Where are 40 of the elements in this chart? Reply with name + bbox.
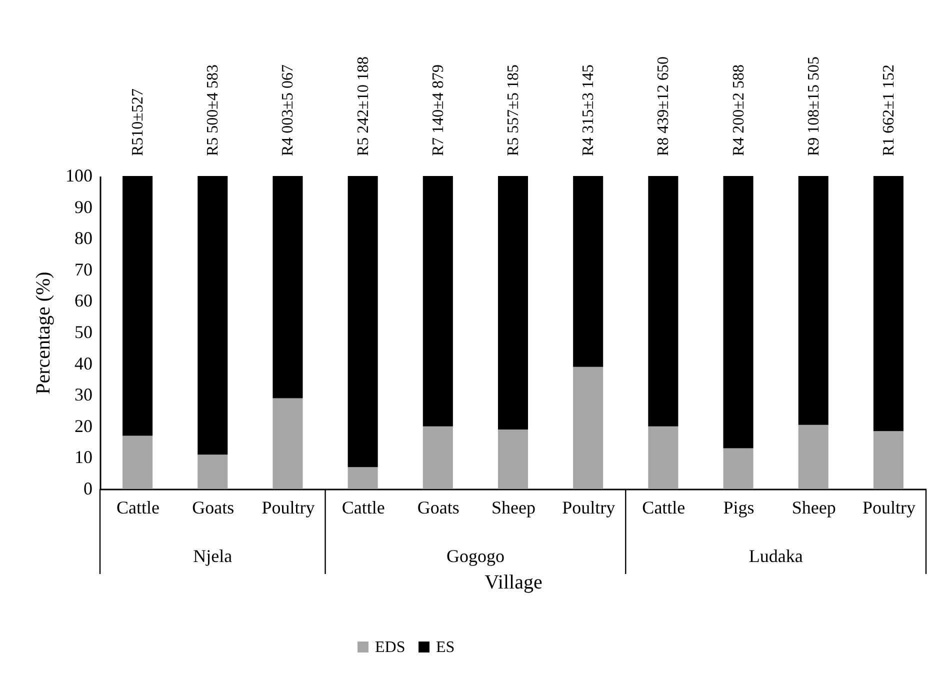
- x-tick-label: Sheep: [792, 498, 836, 518]
- text: R1 662±1 152: [880, 64, 898, 156]
- y-tick-label: 90: [74, 196, 92, 217]
- y-tick-label: 50: [74, 322, 92, 342]
- text: R9 108±15 505: [805, 56, 822, 156]
- y-tick-label: 20: [74, 416, 92, 436]
- x-tick-label: Poultry: [862, 498, 916, 518]
- y-tick-label: 70: [74, 259, 92, 280]
- text: R4 200±2 588: [730, 64, 748, 156]
- y-tick-label: 80: [74, 228, 92, 248]
- text: R5 242±10 188: [354, 56, 372, 156]
- x-tick-label: Poultry: [562, 498, 616, 518]
- x-tick-label: Poultry: [262, 498, 315, 518]
- x-tick-label: Sheep: [492, 498, 536, 518]
- legend-label: ES: [436, 639, 455, 656]
- legend-label: EDS: [375, 639, 406, 656]
- y-tick-label: 10: [74, 447, 92, 468]
- x-tick-label: Cattle: [642, 498, 686, 518]
- x-tick-label: Goats: [417, 498, 460, 518]
- y-tick-label: 0: [84, 478, 92, 498]
- y-tick-label: 60: [74, 290, 92, 311]
- text: R4 315±3 145: [580, 64, 598, 156]
- text: R5 500±4 583: [204, 64, 222, 156]
- x-tick-label: Goats: [192, 498, 234, 518]
- text: R7 140±4 879: [430, 64, 447, 156]
- y-tick-label: 40: [74, 353, 92, 374]
- y-tick-label: 100: [66, 166, 92, 186]
- text: Njela: [193, 546, 232, 566]
- text: Ludaka: [748, 546, 803, 566]
- text: R4 003±5 067: [280, 64, 297, 156]
- x-tick-label: Pigs: [723, 498, 754, 518]
- y-tick-label: 30: [74, 384, 92, 405]
- text: R510±527: [130, 88, 147, 156]
- text: R5 557±5 185: [505, 64, 522, 156]
- y-axis-title: Percentage (%): [32, 272, 54, 394]
- text: Gogogo: [446, 546, 504, 566]
- x-tick-label: Cattle: [342, 498, 385, 518]
- x-axis-title: Village: [484, 572, 542, 594]
- text: R8 439±12 650: [655, 56, 672, 156]
- x-tick-label: Cattle: [116, 498, 160, 518]
